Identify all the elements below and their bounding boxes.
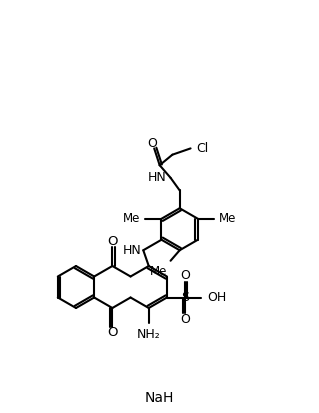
Text: NaH: NaH (144, 391, 174, 405)
Text: O: O (180, 269, 190, 282)
Text: HN: HN (122, 244, 141, 257)
Text: S: S (181, 291, 189, 304)
Text: Cl: Cl (197, 142, 209, 155)
Text: O: O (107, 235, 118, 248)
Text: NH₂: NH₂ (137, 328, 161, 341)
Text: O: O (107, 326, 118, 339)
Text: HN: HN (148, 171, 167, 184)
Text: O: O (147, 137, 157, 150)
Text: Me: Me (123, 212, 140, 225)
Text: Me: Me (219, 212, 237, 225)
Text: OH: OH (208, 291, 227, 304)
Text: Me: Me (150, 265, 167, 278)
Text: O: O (180, 313, 190, 326)
